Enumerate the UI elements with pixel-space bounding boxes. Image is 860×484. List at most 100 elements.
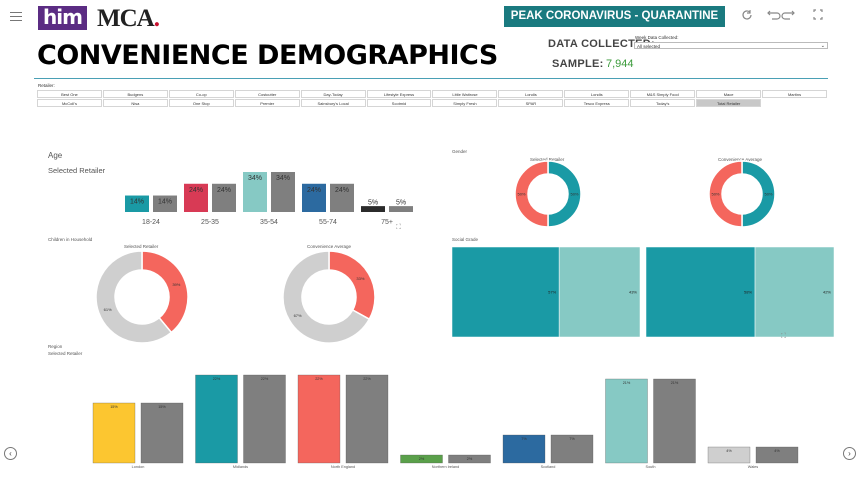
donut-slice-label: 39% — [172, 282, 180, 287]
retailer-filter-title: Retailer: — [38, 83, 55, 88]
age-category-label: 25-35 — [201, 219, 219, 226]
region-bar-label: 4% — [726, 449, 732, 453]
retailer-button[interactable]: Budgens — [102, 90, 168, 98]
region-bar — [755, 446, 799, 464]
retailer-button[interactable]: Best One — [37, 90, 102, 98]
retailer-button[interactable]: Costcutter — [234, 90, 300, 98]
children-donut-selected: 39% 61% — [95, 250, 189, 344]
region-bar-label: 2% — [419, 457, 425, 461]
next-page-button[interactable]: › — [843, 447, 856, 460]
header-divider — [34, 78, 828, 79]
region-bar — [707, 446, 751, 464]
undo-icon[interactable] — [767, 10, 781, 20]
data-collected-label: DATA COLLECTED: — [548, 38, 655, 50]
social-grade-chart: 57% 43% 58% 42% — [452, 247, 835, 338]
children-donut-average: 33% 67% — [282, 250, 376, 344]
gender-right-title: Convenience Average — [718, 157, 762, 162]
age-bar — [330, 183, 354, 212]
region-category-label: South — [646, 465, 656, 469]
retailer-button[interactable]: SPAR — [498, 99, 564, 107]
region-bar — [345, 374, 389, 464]
week-filter-select[interactable]: All selected ⌄ — [634, 42, 828, 49]
retailer-button[interactable]: Premier — [234, 99, 300, 107]
him-logo: him — [38, 6, 87, 30]
region-category-label: Wales — [748, 465, 759, 469]
children-left-title: Selected Retailer — [124, 244, 159, 249]
donut-slice — [514, 160, 549, 228]
retailer-button[interactable]: Co-op — [168, 90, 234, 98]
social-grade-segment — [452, 247, 560, 338]
region-category-label: Scotland — [541, 465, 556, 469]
region-bar — [92, 402, 136, 464]
fullscreen-icon[interactable] — [813, 9, 823, 20]
age-bar-label: 34% — [276, 175, 290, 182]
retailer-button[interactable]: Londis — [498, 90, 564, 98]
retailer-button[interactable]: Simply Fresh — [432, 99, 498, 107]
age-bar — [243, 172, 267, 212]
region-bar — [297, 374, 341, 464]
region-bar-label: 22% — [363, 377, 371, 381]
week-filter-value: All selected — [637, 44, 661, 49]
hamburger-menu-icon[interactable] — [10, 9, 22, 24]
retailer-button[interactable]: Little Waitrose — [432, 90, 498, 98]
age-category-label: 75+ — [381, 219, 393, 226]
region-bar-label: 21% — [623, 381, 631, 385]
retailer-button[interactable]: Londis — [564, 90, 630, 98]
region-bar-label: 22% — [315, 377, 323, 381]
donut-slice-label: 50% — [517, 192, 525, 197]
mca-logo-dot: . — [153, 5, 160, 32]
retailer-filter-grid: Best One Budgens Co-op Costcutter Day-Today L… — [37, 90, 827, 107]
redo-icon[interactable] — [781, 10, 795, 20]
donut-slice-label: 50% — [570, 192, 578, 197]
social-grade-segment — [558, 247, 641, 338]
age-bar-label: 14% — [130, 199, 144, 206]
region-category-label: Midlands — [233, 465, 248, 469]
age-bar — [302, 183, 326, 212]
expand-icon[interactable]: ⛶ — [396, 224, 401, 231]
age-bar-label: 34% — [248, 175, 262, 182]
social-grade-label: 58% — [744, 290, 752, 295]
social-grade-segment — [754, 247, 835, 338]
age-category-label: 55-74 — [319, 219, 337, 226]
retailer-button[interactable]: Scotmid — [366, 99, 432, 107]
page-title: CONVENIENCE DEMOGRAPHICS — [37, 40, 498, 71]
donut-slice — [95, 250, 173, 344]
retailer-button[interactable]: Martins — [762, 90, 827, 98]
region-bar-label: 7% — [569, 437, 575, 441]
sample-value: 7,944 — [606, 58, 634, 70]
region-bar-label: 2% — [467, 457, 473, 461]
age-bar — [125, 195, 149, 212]
retailer-button[interactable]: Mace — [696, 90, 762, 98]
donut-slice-label: 67% — [294, 313, 302, 318]
donut-slice — [282, 250, 371, 344]
retailer-button[interactable]: One Stop — [168, 99, 234, 107]
previous-page-button[interactable]: ‹ — [4, 447, 17, 460]
retailer-button[interactable]: Sainsbury's Local — [300, 99, 366, 107]
region-bar-chart: 15% 15% London 22% 22% Midlands 22% 22% North En… — [92, 374, 799, 469]
retailer-button[interactable]: M&S Simply Food — [630, 90, 696, 98]
retailer-button[interactable]: Lifestyle Express — [366, 90, 432, 98]
region-bar-label: 7% — [521, 437, 527, 441]
mca-logo: MCA. — [97, 5, 160, 33]
retailer-button[interactable]: Total Retailer — [696, 99, 762, 107]
retailer-button[interactable]: Day-Today — [300, 90, 366, 98]
age-bar-chart: 14% 14% 18-24 24% 24% 25-35 34% 34% 35-54 24% 24% 5… — [125, 172, 413, 226]
age-category-label: 35-54 — [260, 219, 278, 226]
retailer-button[interactable]: Nisa — [102, 99, 168, 107]
refresh-icon[interactable] — [742, 10, 752, 20]
social-grade-segment — [645, 247, 756, 338]
age-chart-subtitle: Selected Retailer — [48, 166, 106, 175]
social-grade-title: Social Grade — [452, 237, 479, 242]
social-grade-label: 43% — [629, 290, 637, 295]
age-chart-title: Age — [48, 151, 63, 160]
expand-icon[interactable]: ⛶ — [781, 333, 786, 340]
gender-donut-average: 50% 50% — [708, 160, 776, 228]
donut-slice — [547, 160, 582, 228]
week-filter-title: Week Data Collected: — [635, 35, 679, 40]
retailer-button[interactable]: Today's — [630, 99, 696, 107]
age-bar-label: 24% — [335, 187, 349, 194]
children-right-title: Convenience Average — [307, 244, 351, 249]
retailer-button[interactable]: McColl's — [37, 99, 102, 107]
retailer-button[interactable]: Tesco Express — [564, 99, 630, 107]
donut-slice-label: 50% — [764, 192, 772, 197]
